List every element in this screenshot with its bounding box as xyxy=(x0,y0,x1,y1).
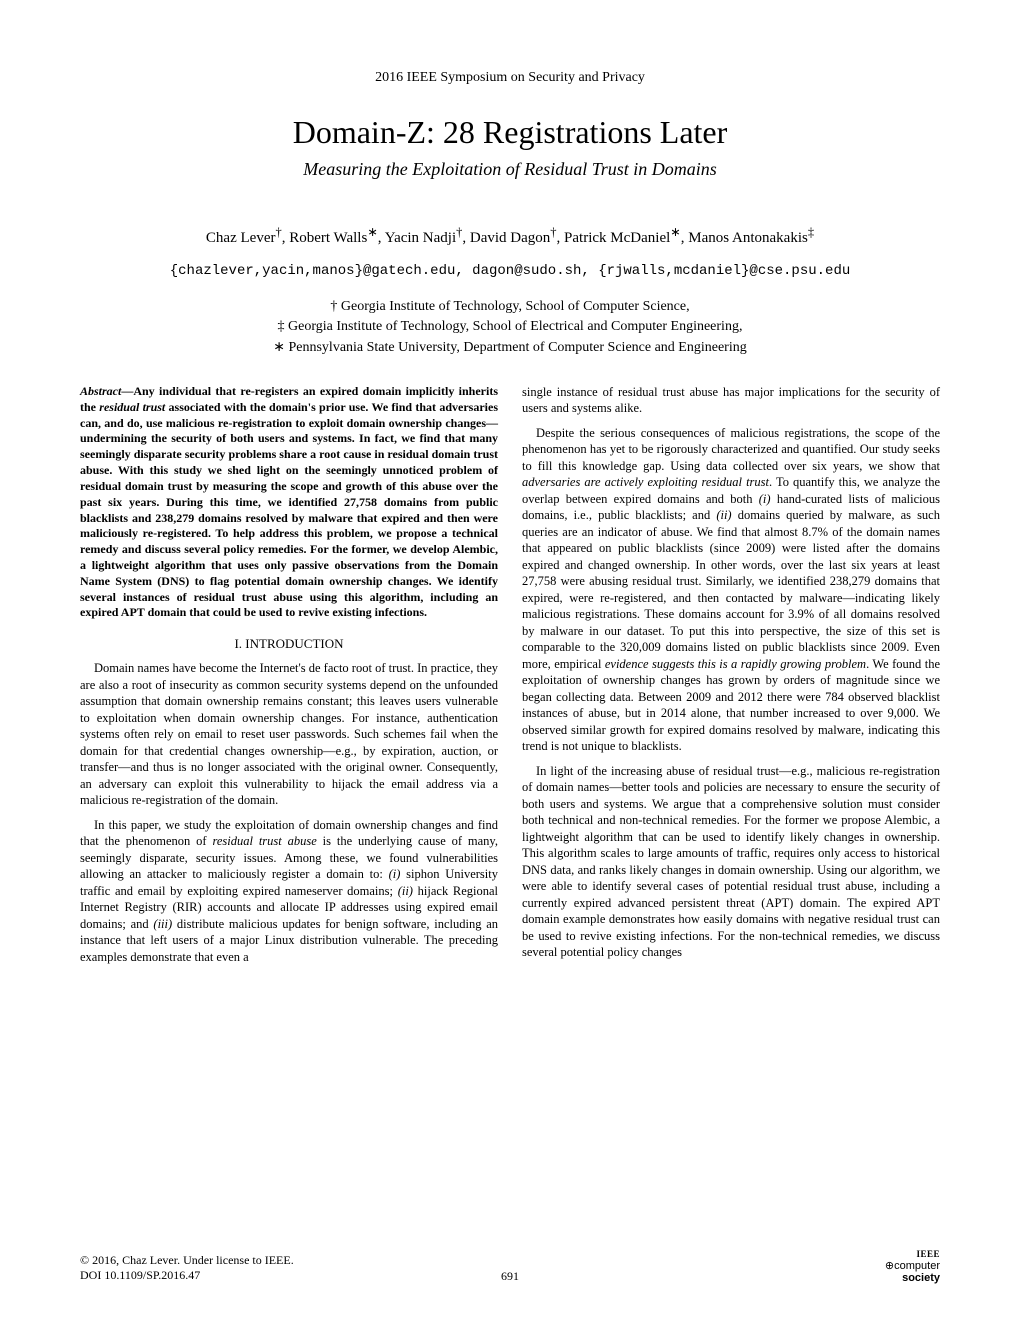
copyright-line: © 2016, Chaz Lever. Under license to IEE… xyxy=(80,1253,294,1269)
conference-name: 2016 IEEE Symposium on Security and Priv… xyxy=(80,70,940,86)
right-column: single instance of residual trust abuse … xyxy=(522,384,940,974)
computer-text: computer xyxy=(894,1260,940,1272)
paper-page: 2016 IEEE Symposium on Security and Priv… xyxy=(0,0,1020,1320)
affiliation: ∗ Pennsylvania State University, Departm… xyxy=(80,338,940,358)
society-text: society xyxy=(885,1272,940,1284)
author-list: Chaz Lever†, Robert Walls∗, Yacin Nadji†… xyxy=(80,224,940,247)
section-heading-intro: I. INTRODUCTION xyxy=(80,635,498,652)
affiliation: ‡ Georgia Institute of Technology, Schoo… xyxy=(80,317,940,337)
page-footer: © 2016, Chaz Lever. Under license to IEE… xyxy=(80,1250,940,1284)
affiliation-list: † Georgia Institute of Technology, Schoo… xyxy=(80,297,940,358)
page-number: 691 xyxy=(501,1269,519,1284)
two-column-body: Abstract—Any individual that re-register… xyxy=(80,384,940,974)
abstract: Abstract—Any individual that re-register… xyxy=(80,384,498,621)
computer-society-icon: ⊕ xyxy=(885,1260,894,1272)
body-paragraph: single instance of residual trust abuse … xyxy=(522,384,940,417)
author-emails: {chazlever,yacin,manos}@gatech.edu, dago… xyxy=(80,263,940,279)
body-paragraph: Despite the serious consequences of mali… xyxy=(522,425,940,755)
body-paragraph: Domain names have become the Internet's … xyxy=(80,660,498,809)
publisher-logo: IEEE ⊕computer society xyxy=(885,1250,940,1284)
body-paragraph: In light of the increasing abuse of resi… xyxy=(522,763,940,961)
body-paragraph: In this paper, we study the exploitation… xyxy=(80,817,498,966)
paper-title: Domain-Z: 28 Registrations Later xyxy=(80,114,940,151)
affiliation: † Georgia Institute of Technology, Schoo… xyxy=(80,297,940,317)
paper-subtitle: Measuring the Exploitation of Residual T… xyxy=(80,159,940,180)
doi-line: DOI 10.1109/SP.2016.47 xyxy=(80,1268,294,1284)
left-column: Abstract—Any individual that re-register… xyxy=(80,384,498,974)
footer-left: © 2016, Chaz Lever. Under license to IEE… xyxy=(80,1253,294,1284)
ieee-logo-text: IEEE xyxy=(885,1250,940,1260)
